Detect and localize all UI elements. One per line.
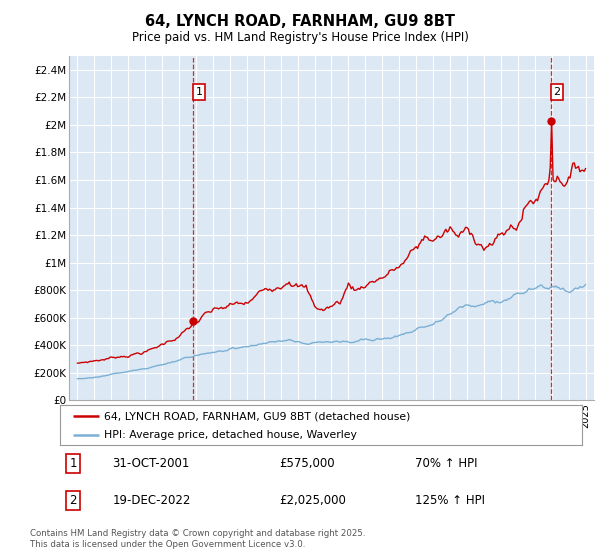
Text: 2: 2 — [70, 494, 77, 507]
Text: 2: 2 — [554, 87, 560, 97]
Text: 19-DEC-2022: 19-DEC-2022 — [112, 494, 191, 507]
Text: HPI: Average price, detached house, Waverley: HPI: Average price, detached house, Wave… — [104, 430, 357, 440]
Text: £575,000: £575,000 — [279, 457, 335, 470]
Text: £2,025,000: £2,025,000 — [279, 494, 346, 507]
Text: Contains HM Land Registry data © Crown copyright and database right 2025.
This d: Contains HM Land Registry data © Crown c… — [30, 529, 365, 549]
Text: 70% ↑ HPI: 70% ↑ HPI — [415, 457, 478, 470]
Text: 1: 1 — [70, 457, 77, 470]
Text: Price paid vs. HM Land Registry's House Price Index (HPI): Price paid vs. HM Land Registry's House … — [131, 31, 469, 44]
Text: 1: 1 — [196, 87, 203, 97]
Text: 31-OCT-2001: 31-OCT-2001 — [112, 457, 190, 470]
Text: 125% ↑ HPI: 125% ↑ HPI — [415, 494, 485, 507]
Text: 64, LYNCH ROAD, FARNHAM, GU9 8BT (detached house): 64, LYNCH ROAD, FARNHAM, GU9 8BT (detach… — [104, 411, 411, 421]
Text: 64, LYNCH ROAD, FARNHAM, GU9 8BT: 64, LYNCH ROAD, FARNHAM, GU9 8BT — [145, 14, 455, 29]
